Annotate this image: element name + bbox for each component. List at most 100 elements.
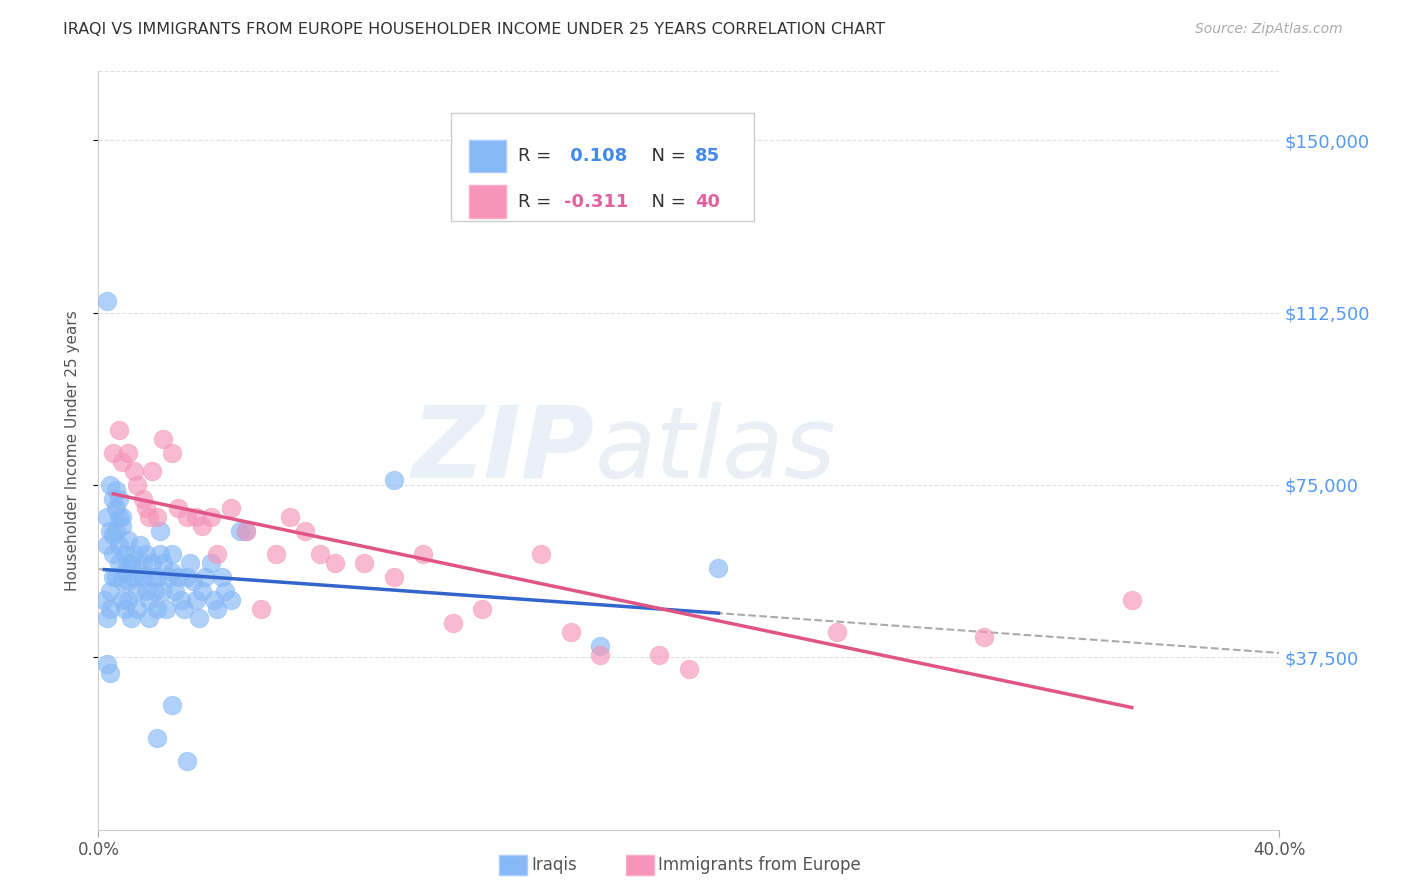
Point [181,574,204,589]
Point [135,500,157,515]
Point [205,602,228,616]
Point [707,560,730,574]
Point [162,566,183,580]
Point [122,464,145,478]
Point [211,570,233,584]
Point [280,510,302,524]
Text: Source: ZipAtlas.com: Source: ZipAtlas.com [1195,22,1343,37]
Point [530,547,553,561]
Point [167,570,190,584]
Point [114,566,136,580]
Point [146,570,169,584]
Point [149,547,172,561]
Point [184,592,207,607]
Y-axis label: Householder Income Under 25 years: Householder Income Under 25 years [65,310,80,591]
Point [111,510,134,524]
Point [471,602,494,616]
Point [264,547,287,561]
Point [135,547,157,561]
Point [120,611,142,625]
Point [103,528,125,542]
Point [184,510,207,524]
Point [589,639,612,653]
Point [98,478,121,492]
Text: Immigrants from Europe: Immigrants from Europe [658,856,860,874]
Text: N =: N = [640,147,692,165]
Point [152,556,174,570]
Point [200,556,222,570]
Point [146,731,169,745]
Point [648,648,671,662]
Point [214,583,236,598]
Point [229,524,252,538]
Point [103,570,125,584]
Point [191,583,214,598]
Point [120,556,142,570]
Point [250,602,273,616]
Point [98,602,121,616]
Text: R =: R = [517,147,557,165]
Point [157,570,180,584]
Point [146,510,169,524]
Point [382,473,405,487]
Point [200,510,222,524]
Point [108,556,131,570]
Point [221,500,243,515]
Point [96,510,118,524]
Text: 85: 85 [695,147,720,165]
Point [678,662,700,676]
Point [117,592,139,607]
Point [96,611,118,625]
Point [191,519,214,533]
Point [152,583,174,598]
Point [309,547,332,561]
Point [111,574,134,589]
Point [125,602,148,616]
Point [353,556,375,570]
Point [117,574,139,589]
Point [179,556,201,570]
Point [162,547,183,561]
Point [122,547,145,561]
Text: 0.108: 0.108 [564,147,627,165]
Text: atlas: atlas [595,402,837,499]
Point [187,611,209,625]
Point [105,570,128,584]
Point [105,524,128,538]
Point [162,446,183,460]
Point [589,648,612,662]
Point [825,624,848,639]
Point [176,754,198,768]
Point [111,455,134,469]
Point [167,500,190,515]
Point [202,592,225,607]
Point [382,570,405,584]
Point [132,556,155,570]
Point [111,592,134,607]
Point [111,519,134,533]
Point [96,538,118,552]
Point [108,510,131,524]
Point [138,510,160,524]
Point [1121,592,1143,607]
Text: -0.311: -0.311 [564,193,628,211]
Point [108,538,131,552]
Point [128,566,150,580]
Point [221,592,243,607]
Text: 40: 40 [695,193,720,211]
Point [117,533,139,547]
Point [138,592,160,607]
Point [173,602,195,616]
Point [194,570,217,584]
Point [125,478,148,492]
Text: IRAQI VS IMMIGRANTS FROM EUROPE HOUSEHOLDER INCOME UNDER 25 YEARS CORRELATION CH: IRAQI VS IMMIGRANTS FROM EUROPE HOUSEHOL… [63,22,886,37]
Point [132,491,155,506]
Point [98,524,121,538]
Point [117,556,139,570]
Point [412,547,434,561]
Text: ZIP: ZIP [412,402,595,499]
Point [155,602,177,616]
Point [125,583,148,598]
Text: Iraqis: Iraqis [531,856,578,874]
Point [294,524,316,538]
